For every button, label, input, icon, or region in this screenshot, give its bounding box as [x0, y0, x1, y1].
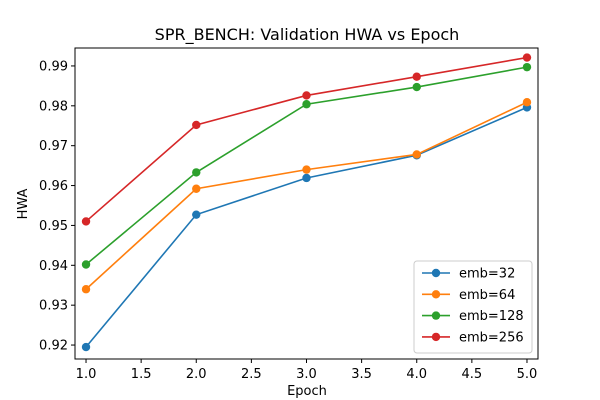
legend-entry: emb=64	[459, 288, 515, 303]
x-tick-label: 5.0	[517, 367, 538, 382]
x-tick-label: 2.0	[186, 367, 207, 382]
legend: emb=32 emb=64 emb=128 emb=256	[413, 260, 533, 354]
legend-entry: emb=256	[459, 330, 524, 345]
y-tick-label: 0.98	[39, 99, 68, 114]
data-point	[81, 285, 91, 294]
data-point	[81, 260, 91, 269]
data-point	[192, 120, 201, 130]
y-tick-label: 0.97	[39, 139, 68, 154]
data-point	[302, 91, 311, 100]
y-tick-label: 0.96	[39, 179, 68, 194]
y-tick-label: 0.94	[39, 259, 68, 274]
legend-marker	[431, 332, 441, 342]
y-tick-label: 0.95	[39, 219, 68, 234]
legend-entry: emb=128	[459, 309, 524, 324]
data-point	[192, 168, 201, 177]
data-point	[412, 150, 421, 159]
x-tick-label: 2.5	[241, 367, 262, 382]
chart-title: SPR_BENCH: Validation HWA vs Epoch	[155, 25, 460, 45]
legend-entry: emb=32	[459, 267, 515, 282]
x-tick-label: 4.0	[406, 367, 427, 382]
data-point	[81, 217, 91, 226]
data-point	[192, 184, 201, 193]
x-tick-label: 4.5	[462, 367, 483, 382]
y-tick-label: 0.93	[39, 299, 68, 314]
data-point	[522, 98, 532, 107]
y-axis-label: HWA	[16, 188, 31, 219]
data-point	[302, 100, 311, 109]
data-point	[412, 72, 421, 81]
data-point	[302, 173, 311, 183]
legend-marker	[431, 290, 441, 299]
x-axis-label: Epoch	[287, 384, 327, 399]
data-point	[81, 342, 91, 352]
x-tick-label: 3.0	[296, 367, 317, 382]
data-point	[522, 53, 532, 62]
legend-marker	[431, 268, 441, 278]
legend-box	[413, 260, 533, 354]
series-line-emb=256	[85, 56, 528, 223]
x-tick-label: 3.5	[351, 367, 372, 382]
y-tick-label: 0.99	[39, 59, 68, 74]
plot-frame	[74, 47, 539, 360]
data-point	[302, 165, 311, 174]
x-tick-label: 1.5	[131, 367, 152, 382]
data-point	[192, 210, 201, 219]
x-tick-label: 1.0	[76, 367, 97, 382]
legend-marker	[431, 311, 441, 320]
data-point	[412, 82, 421, 92]
data-point	[522, 62, 532, 72]
y-tick-label: 0.92	[39, 339, 68, 354]
